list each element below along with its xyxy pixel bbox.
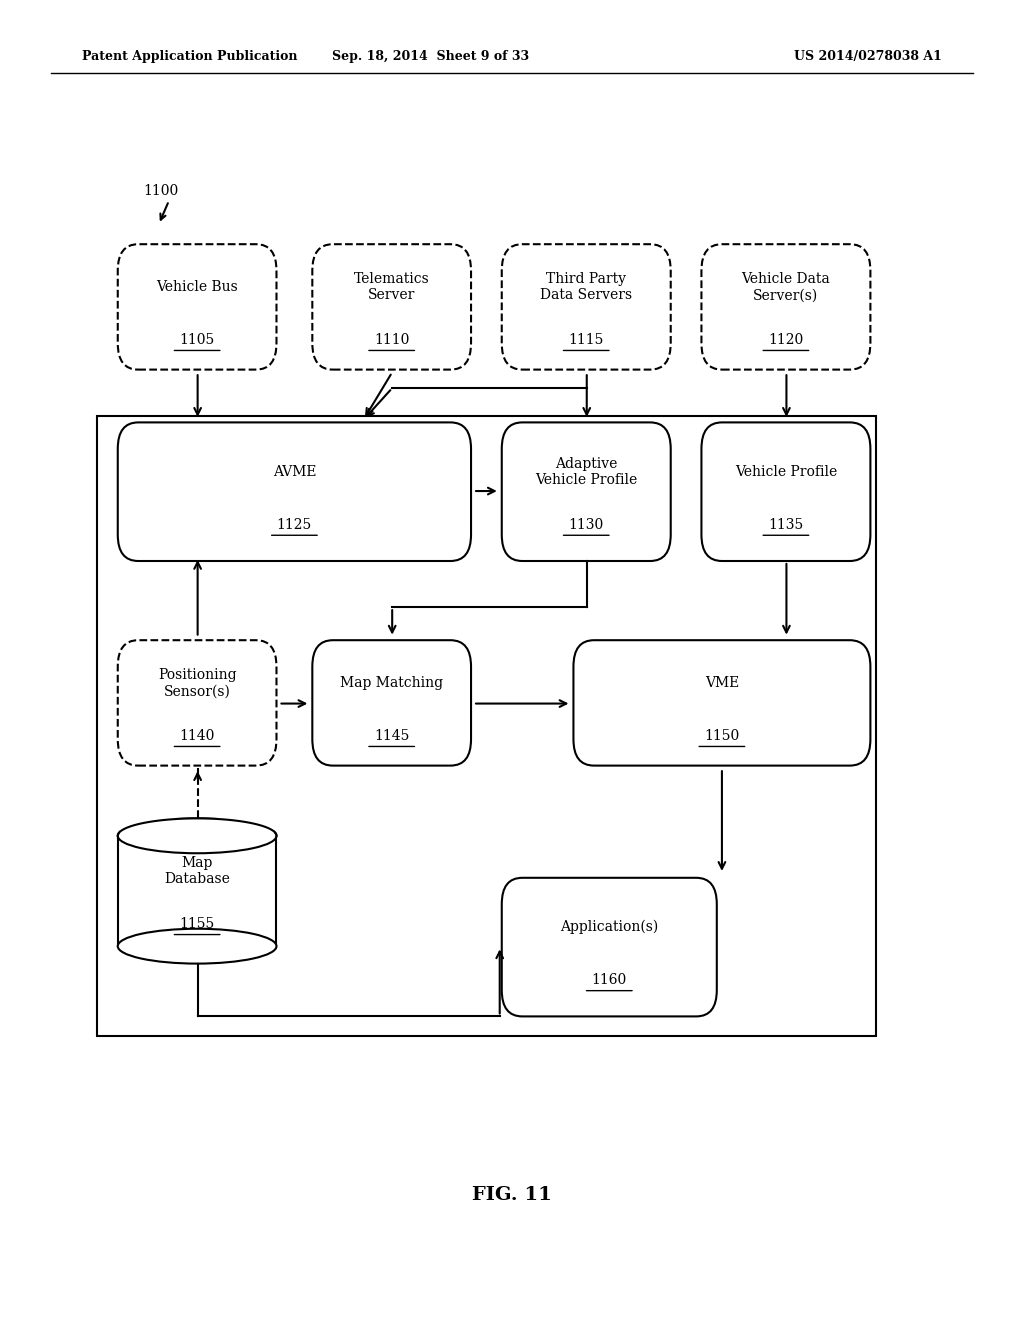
FancyBboxPatch shape [701, 244, 870, 370]
Text: 1100: 1100 [143, 185, 178, 198]
Text: AVME: AVME [272, 465, 316, 479]
Text: Application(s): Application(s) [560, 920, 658, 935]
Text: US 2014/0278038 A1: US 2014/0278038 A1 [795, 50, 942, 63]
Ellipse shape [118, 818, 276, 853]
FancyBboxPatch shape [312, 244, 471, 370]
FancyBboxPatch shape [118, 244, 276, 370]
Text: 1125: 1125 [276, 517, 312, 532]
Text: Vehicle Profile: Vehicle Profile [735, 465, 837, 479]
Ellipse shape [118, 929, 276, 964]
Text: 1105: 1105 [179, 333, 215, 347]
Text: 1130: 1130 [568, 517, 604, 532]
Text: Adaptive
Vehicle Profile: Adaptive Vehicle Profile [536, 457, 637, 487]
Text: 1160: 1160 [592, 973, 627, 987]
Text: Vehicle Data
Server(s): Vehicle Data Server(s) [741, 272, 830, 302]
Text: Third Party
Data Servers: Third Party Data Servers [541, 272, 632, 302]
Text: VME: VME [705, 676, 739, 690]
FancyBboxPatch shape [118, 640, 276, 766]
FancyBboxPatch shape [701, 422, 870, 561]
FancyBboxPatch shape [312, 640, 471, 766]
FancyBboxPatch shape [118, 836, 276, 946]
Text: Sep. 18, 2014  Sheet 9 of 33: Sep. 18, 2014 Sheet 9 of 33 [332, 50, 528, 63]
Text: 1135: 1135 [768, 517, 804, 532]
Text: Patent Application Publication: Patent Application Publication [82, 50, 297, 63]
FancyBboxPatch shape [502, 244, 671, 370]
FancyBboxPatch shape [502, 422, 671, 561]
Text: 1145: 1145 [374, 729, 410, 743]
Text: 1120: 1120 [768, 333, 804, 347]
Text: FIG. 11: FIG. 11 [472, 1185, 552, 1204]
FancyBboxPatch shape [118, 422, 471, 561]
Text: Vehicle Bus: Vehicle Bus [157, 280, 238, 294]
Text: 1140: 1140 [179, 729, 215, 743]
FancyBboxPatch shape [502, 878, 717, 1016]
Text: Positioning
Sensor(s): Positioning Sensor(s) [158, 668, 237, 698]
Text: 1155: 1155 [179, 917, 215, 931]
FancyBboxPatch shape [120, 818, 274, 836]
Text: Telematics
Server: Telematics Server [354, 272, 429, 302]
Text: 1150: 1150 [705, 729, 739, 743]
Text: 1110: 1110 [374, 333, 410, 347]
FancyBboxPatch shape [573, 640, 870, 766]
Text: Map Matching: Map Matching [340, 676, 443, 690]
Text: 1115: 1115 [568, 333, 604, 347]
Text: Map
Database: Map Database [164, 857, 230, 886]
